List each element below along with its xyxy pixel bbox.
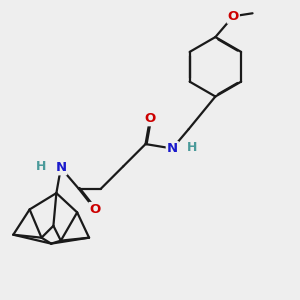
Text: O: O [144,112,156,125]
Text: N: N [55,161,66,174]
Text: N: N [167,142,178,155]
Text: H: H [186,140,197,154]
Text: O: O [228,10,239,23]
Text: H: H [36,160,47,173]
Text: O: O [89,203,100,216]
